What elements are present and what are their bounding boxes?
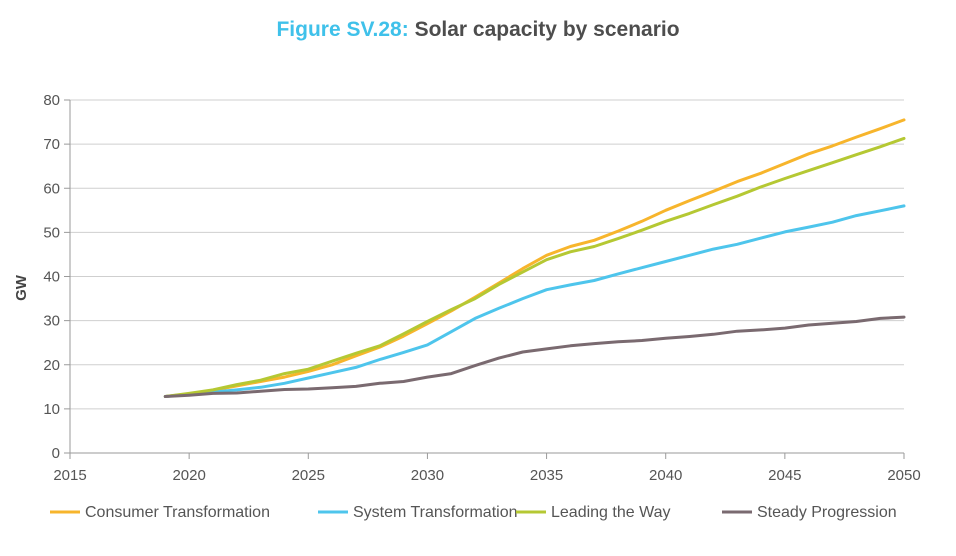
y-tick-label: 50 — [43, 224, 60, 241]
gridlines — [70, 99, 904, 454]
x-tick-label: 2030 — [411, 467, 444, 484]
chart-title: Figure SV.28: Solar capacity by scenario — [0, 18, 956, 42]
x-tick-label: 2050 — [887, 467, 920, 484]
series-lines — [163, 118, 906, 398]
x-tick-label: 2045 — [768, 467, 801, 484]
series-line-3 — [163, 315, 906, 398]
y-tick-label: 60 — [43, 180, 60, 197]
series-line-1 — [163, 204, 906, 398]
legend-item-2: Leading the Way — [516, 504, 670, 521]
legend: Consumer Transformation System Transforma… — [50, 504, 897, 521]
y-tick-label: 20 — [43, 357, 60, 374]
legend-label: Leading the Way — [551, 504, 670, 521]
x-tick-label: 2035 — [530, 467, 563, 484]
figure-number: Figure SV.28: — [276, 18, 409, 41]
y-tick-label: 30 — [43, 313, 60, 330]
legend-item-0: Consumer Transformation — [50, 504, 270, 521]
legend-item-3: Steady Progression — [722, 504, 897, 521]
y-tick-label: 40 — [43, 269, 60, 286]
y-tick-label: 0 — [52, 445, 60, 462]
y-tick-label: 80 — [43, 92, 60, 109]
legend-item-1: System Transformation — [318, 504, 518, 521]
legend-label: Steady Progression — [757, 504, 897, 521]
y-tick-label: 70 — [43, 136, 60, 153]
y-tick-label: 10 — [43, 401, 60, 418]
legend-label: Consumer Transformation — [85, 504, 270, 521]
series-line-2 — [163, 136, 906, 398]
x-tick-label: 2015 — [53, 467, 86, 484]
x-tick-label: 2040 — [649, 467, 682, 484]
legend-label: System Transformation — [353, 504, 518, 521]
x-tick-label: 2020 — [172, 467, 205, 484]
y-axis-label: GW — [13, 274, 30, 301]
figure-title: Solar capacity by scenario — [414, 18, 680, 41]
x-tick-label: 2025 — [292, 467, 325, 484]
series-line-0 — [163, 118, 906, 398]
